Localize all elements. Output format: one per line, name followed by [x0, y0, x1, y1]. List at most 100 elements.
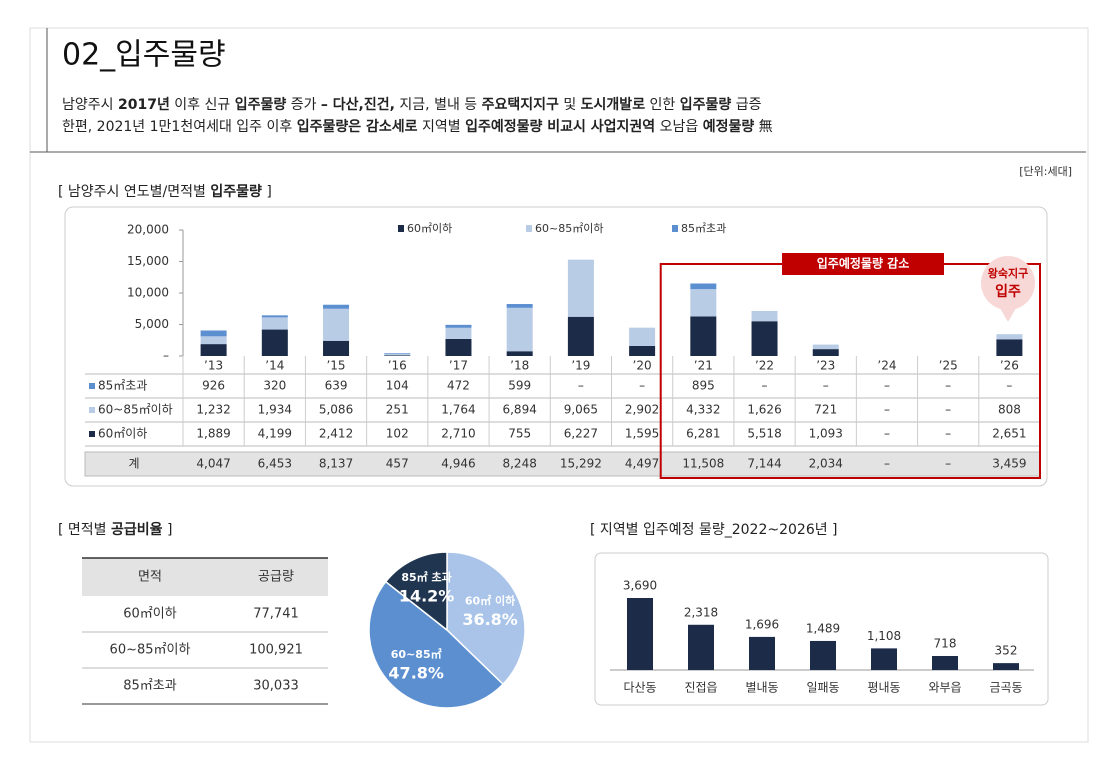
bar — [932, 655, 958, 670]
bar-segment — [323, 308, 350, 341]
value-label: 2,318 — [684, 605, 718, 619]
x-tick-label: ’20 — [633, 359, 652, 373]
total-label: 계 — [128, 457, 139, 471]
table-cell: – — [884, 403, 890, 417]
pie-slice — [368, 580, 505, 709]
total-cell: 4,946 — [441, 457, 475, 471]
table-cell: 599 — [508, 379, 531, 393]
table-cell: 1,934 — [258, 403, 292, 417]
callout — [981, 256, 1035, 310]
header-line-part: 이후 신규 — [170, 97, 235, 113]
x-tick-label: 별내동 — [745, 681, 778, 695]
table-title-part: [ 면적별 — [58, 522, 111, 538]
bar-segment — [812, 344, 839, 350]
x-tick-label: ’19 — [571, 359, 590, 373]
total-cell: 3,459 — [992, 457, 1026, 471]
bar-segment — [445, 327, 472, 339]
x-tick-label: 평내동 — [867, 681, 900, 695]
bar-segment — [384, 355, 411, 356]
table-cell: 639 — [325, 379, 348, 393]
pie-value: 36.8% — [462, 610, 518, 629]
legend-swatch — [526, 225, 532, 232]
chart-title-part: ] — [262, 184, 272, 200]
total-cell: 457 — [386, 457, 409, 471]
bar-segment — [996, 339, 1023, 356]
header-line: 한편, 2021년 1만1천여세대 입주 이후 입주물량은 감소세로 지역별 입… — [62, 118, 773, 135]
header-line-part: 예정물량 — [703, 118, 755, 135]
value-label: 1,489 — [806, 621, 840, 635]
table-cell: 320 — [263, 379, 286, 393]
legend-label: 60㎡이하 — [407, 221, 452, 235]
bar-segment — [261, 329, 288, 356]
x-tick-label: ’18 — [510, 359, 529, 373]
table-cell: 9,065 — [564, 403, 598, 417]
table-cell: 6,894 — [502, 403, 536, 417]
table-cell: – — [945, 403, 951, 417]
table-cell: 472 — [447, 379, 470, 393]
callout-text: 왕숙지구 — [988, 266, 1028, 280]
unit: [단위:세대] — [1019, 165, 1072, 178]
table-cell: 104 — [386, 379, 409, 393]
table-cell: 1,764 — [441, 403, 475, 417]
value-label: 1,696 — [745, 617, 779, 631]
table-cell: 4,332 — [686, 403, 720, 417]
bar-segment — [506, 304, 533, 308]
header-line-part: 입주물량 — [680, 97, 732, 113]
bar-segment — [445, 338, 472, 356]
legend-swatch — [672, 225, 678, 232]
value-label: 1,108 — [867, 629, 901, 643]
table-cell: 77,741 — [253, 607, 299, 622]
x-tick-label: 일패동 — [806, 681, 839, 695]
table-cell: 6,227 — [564, 427, 598, 441]
row-label: 85㎡초과 — [98, 379, 147, 393]
header-line-part: – 다산,진건, — [321, 96, 395, 113]
header-line: 남양주시 2017년 이후 신규 입주물량 증가 – 다산,진건, 지금, 별내… — [62, 96, 762, 113]
bar-segment — [751, 310, 778, 322]
header-line-part: 도시개발로 — [581, 96, 646, 113]
bar-segment — [629, 327, 656, 346]
row-swatch — [89, 431, 95, 437]
bar-segment — [690, 283, 717, 290]
chart-box — [64, 206, 1048, 487]
legend-label: 60~85㎡이하 — [535, 221, 603, 235]
value-label: 718 — [934, 636, 957, 650]
pie-slice — [446, 551, 526, 686]
x-tick-label: 다산동 — [623, 681, 656, 695]
table-cell: 1,232 — [196, 403, 230, 417]
table-title-part: 공급비율 — [111, 521, 163, 538]
table-cell: – — [1006, 379, 1012, 393]
x-tick-label: ’13 — [204, 359, 223, 373]
table-cell: 1,626 — [747, 403, 781, 417]
legend-swatch — [398, 225, 404, 232]
table-title-part: ] — [163, 522, 173, 538]
x-tick-label: ’15 — [326, 359, 345, 373]
total-cell: – — [945, 457, 951, 471]
pie-value: 47.8% — [388, 664, 444, 683]
legend-label: 85㎡초과 — [681, 222, 726, 235]
table-cell: – — [884, 379, 890, 393]
table-cell: 2,651 — [992, 427, 1026, 441]
bar-segment — [384, 353, 411, 356]
bar-segment — [323, 304, 350, 309]
header-line-part: 無 — [754, 119, 772, 135]
table-cell: 100,921 — [249, 643, 303, 658]
total-cell: 8,248 — [502, 457, 536, 471]
x-tick-label: ’26 — [1000, 359, 1019, 373]
x-tick-label: ’21 — [694, 359, 713, 373]
bar — [749, 636, 775, 670]
table-cell: 755 — [508, 427, 531, 441]
table-head: 공급량 — [258, 570, 294, 585]
row-label: 60~85㎡이하 — [98, 403, 173, 417]
table-cell: 4,199 — [258, 427, 292, 441]
table-cell: 5,518 — [747, 427, 781, 441]
table-cell: – — [578, 379, 584, 393]
table-cell: 2,412 — [319, 427, 353, 441]
table-cell: 2,902 — [625, 403, 659, 417]
table-cell: 60~85㎡이하 — [110, 643, 191, 658]
pie-label: 60㎡ 이하 — [465, 594, 516, 608]
x-tick-label: ’16 — [388, 359, 407, 373]
bar-segment — [323, 340, 350, 356]
chart-title-part: [ 남양주시 연도별/면적별 — [58, 184, 210, 200]
header-line-part: 및 — [559, 97, 581, 113]
bar-segment — [506, 351, 533, 356]
